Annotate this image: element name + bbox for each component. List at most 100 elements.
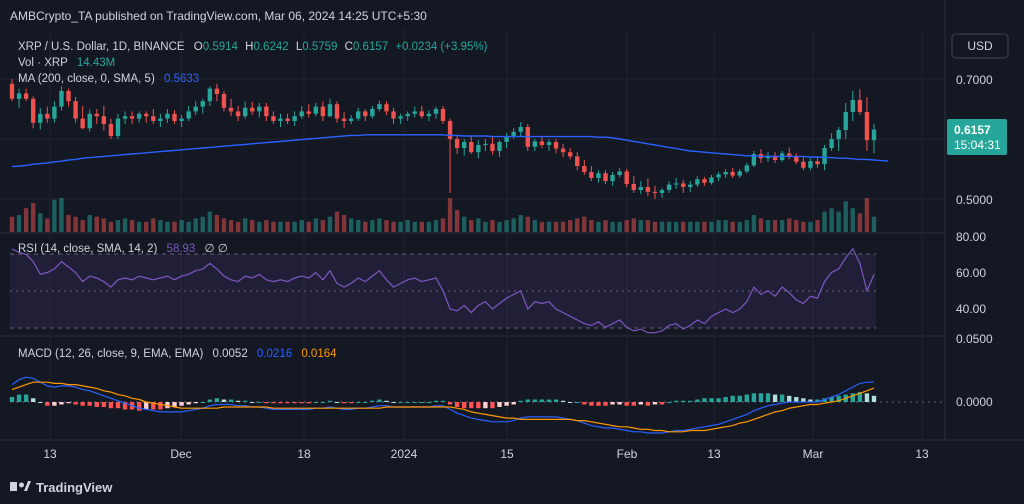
macd-histogram-bar	[115, 402, 121, 409]
candle-body	[356, 111, 361, 119]
candle	[264, 103, 269, 121]
volume-bar	[271, 221, 276, 232]
legend-rsi-label: RSI (14, close, SMA, 14, 2)	[18, 243, 158, 255]
candle	[553, 139, 559, 154]
candle-body	[52, 106, 57, 119]
macd-histogram-bar	[822, 398, 827, 402]
volume-bar	[151, 218, 156, 232]
tradingview-logo-icon	[10, 481, 31, 491]
candle-body	[751, 154, 757, 166]
macd-histogram-bar	[716, 398, 721, 402]
candle	[723, 169, 728, 178]
volume-bar	[165, 221, 170, 232]
volume-bar	[843, 201, 848, 232]
candle	[652, 185, 658, 199]
volume-bar	[603, 220, 608, 232]
volume-bar	[582, 216, 587, 232]
volume-bar	[45, 218, 50, 232]
candle	[306, 104, 311, 118]
volume-bar	[193, 218, 198, 232]
candle-body	[419, 111, 424, 117]
candle-body	[871, 129, 877, 141]
candle	[645, 178, 651, 196]
candle-body	[645, 187, 651, 192]
volume-bar	[610, 221, 615, 232]
volume-bar	[737, 221, 742, 232]
macd-histogram-bar	[9, 397, 15, 402]
legend-o-label: O	[194, 41, 203, 53]
candle-body	[292, 116, 297, 121]
candle-body	[242, 107, 248, 117]
candle-body	[447, 121, 453, 139]
volume-bar	[38, 213, 43, 232]
candle-body	[172, 113, 177, 121]
candle	[45, 106, 50, 123]
candle-body	[546, 142, 552, 145]
volume-bar	[758, 218, 764, 232]
volume-bar	[412, 221, 417, 232]
legend-change: +0.0234 (+3.95%)	[395, 41, 487, 53]
legend-l-label: L	[296, 41, 303, 53]
candle	[200, 98, 205, 114]
candle-body	[575, 156, 580, 166]
candle	[348, 115, 354, 124]
volume-bar	[129, 220, 135, 232]
candle	[744, 163, 750, 174]
candle	[772, 152, 778, 163]
volume-bar	[617, 221, 622, 232]
macd-histogram-bar	[624, 402, 629, 406]
legend-symbol: XRP / U.S. Dollar, 1D, BINANCE	[18, 41, 185, 53]
volume-bar	[356, 220, 361, 232]
candle-body	[744, 165, 750, 172]
grid-lines	[0, 28, 945, 440]
macd-histogram-bar	[589, 402, 594, 406]
candle-body	[101, 116, 107, 124]
candle	[207, 86, 213, 106]
candle-body	[617, 171, 622, 175]
macd-histogram-bar	[151, 402, 156, 410]
legend-ma: MA (200, close, 0, SMA, 5) 0.5633	[18, 73, 199, 85]
candle	[214, 83, 220, 102]
currency-button-frame[interactable]	[951, 33, 1009, 59]
currency-button[interactable]: USD	[951, 33, 1009, 59]
volume-bar	[433, 220, 439, 232]
volume-bar	[624, 220, 629, 232]
candle	[391, 107, 396, 124]
candle-body	[836, 130, 841, 139]
volume-bar	[101, 218, 107, 232]
candle	[186, 106, 191, 121]
candle	[101, 106, 107, 131]
macd-histogram-bar	[454, 402, 460, 407]
candle-body	[723, 172, 728, 175]
volume-bar	[871, 216, 877, 232]
macd-histogram-bar	[560, 400, 566, 402]
volume-bar	[575, 218, 580, 232]
candle-body	[200, 101, 205, 107]
macd-histogram-bar	[66, 402, 71, 404]
candle	[857, 89, 863, 115]
candle-body	[250, 107, 255, 112]
volume-bars	[9, 198, 877, 232]
volume-bar	[80, 220, 85, 232]
candle-body	[193, 106, 198, 112]
volume-bar	[235, 221, 241, 232]
volume-bar	[377, 218, 382, 232]
macd-histogram-bar	[242, 400, 248, 402]
macd-histogram-bar	[228, 399, 234, 402]
macd-histogram-bar	[377, 399, 382, 402]
macd-histogram-bar	[462, 402, 467, 409]
candle-body	[490, 143, 495, 151]
candle	[9, 79, 15, 102]
candle-body	[207, 88, 213, 102]
volume-bar	[723, 220, 728, 232]
candle	[666, 181, 672, 193]
candle-body	[80, 118, 85, 129]
currency-button-label[interactable]: USD	[967, 39, 993, 53]
candle-body	[567, 152, 573, 157]
macd-histogram-bar	[271, 402, 276, 404]
legend-volume: Vol · XRP 14.43M	[18, 57, 115, 69]
macd-histogram-bar	[610, 402, 615, 405]
candle-body	[659, 190, 665, 193]
candle-body	[702, 179, 707, 183]
